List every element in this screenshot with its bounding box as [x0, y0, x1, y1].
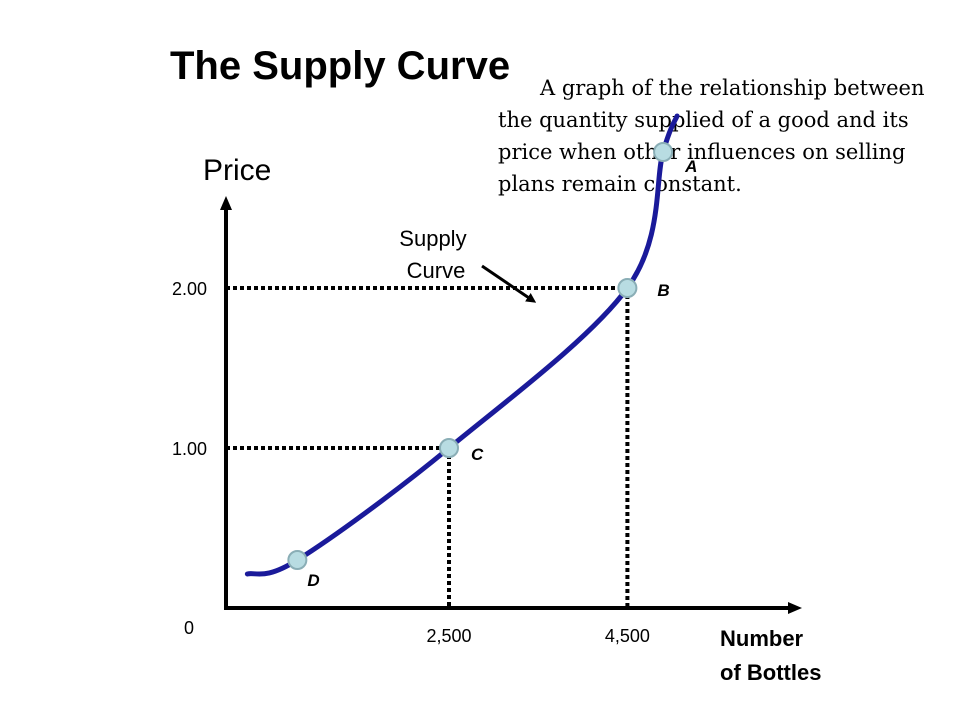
data-point-label-C: C	[471, 445, 484, 464]
data-point-label-A: A	[684, 157, 697, 176]
curve-label-arrow	[481, 264, 537, 303]
data-point-C	[439, 438, 459, 458]
y-tick-label-1: 2.00	[172, 279, 207, 299]
chart-description: A graph of the relationship between the …	[498, 76, 925, 196]
chart-title: The Supply Curve	[170, 44, 511, 88]
x-axis-arrow	[788, 602, 802, 614]
x-axis-label-line-2: of Bottles	[720, 660, 821, 685]
x-tick-label-0: 2,500	[426, 626, 471, 646]
data-point-D	[287, 550, 308, 570]
curve-label: Supply Curve	[399, 226, 472, 283]
x-axis-label-line-1: Number	[720, 626, 804, 651]
x-tick-label-1: 4,500	[605, 626, 650, 646]
data-point-B	[617, 278, 638, 298]
x-axis-label: Number of Bottles	[720, 626, 821, 685]
origin-label: 0	[184, 618, 194, 638]
data-point-label-B: B	[657, 281, 669, 300]
y-tick-label-0: 1.00	[172, 439, 207, 459]
y-axis-arrow	[220, 196, 232, 210]
curve-label-line-1: Supply	[399, 226, 466, 251]
data-point-A	[653, 142, 674, 162]
supply-curve-line	[244, 113, 680, 577]
curve-label-line-2: Curve	[407, 258, 466, 283]
y-axis-label: Price	[203, 154, 271, 187]
data-point-label-D: D	[307, 571, 319, 590]
